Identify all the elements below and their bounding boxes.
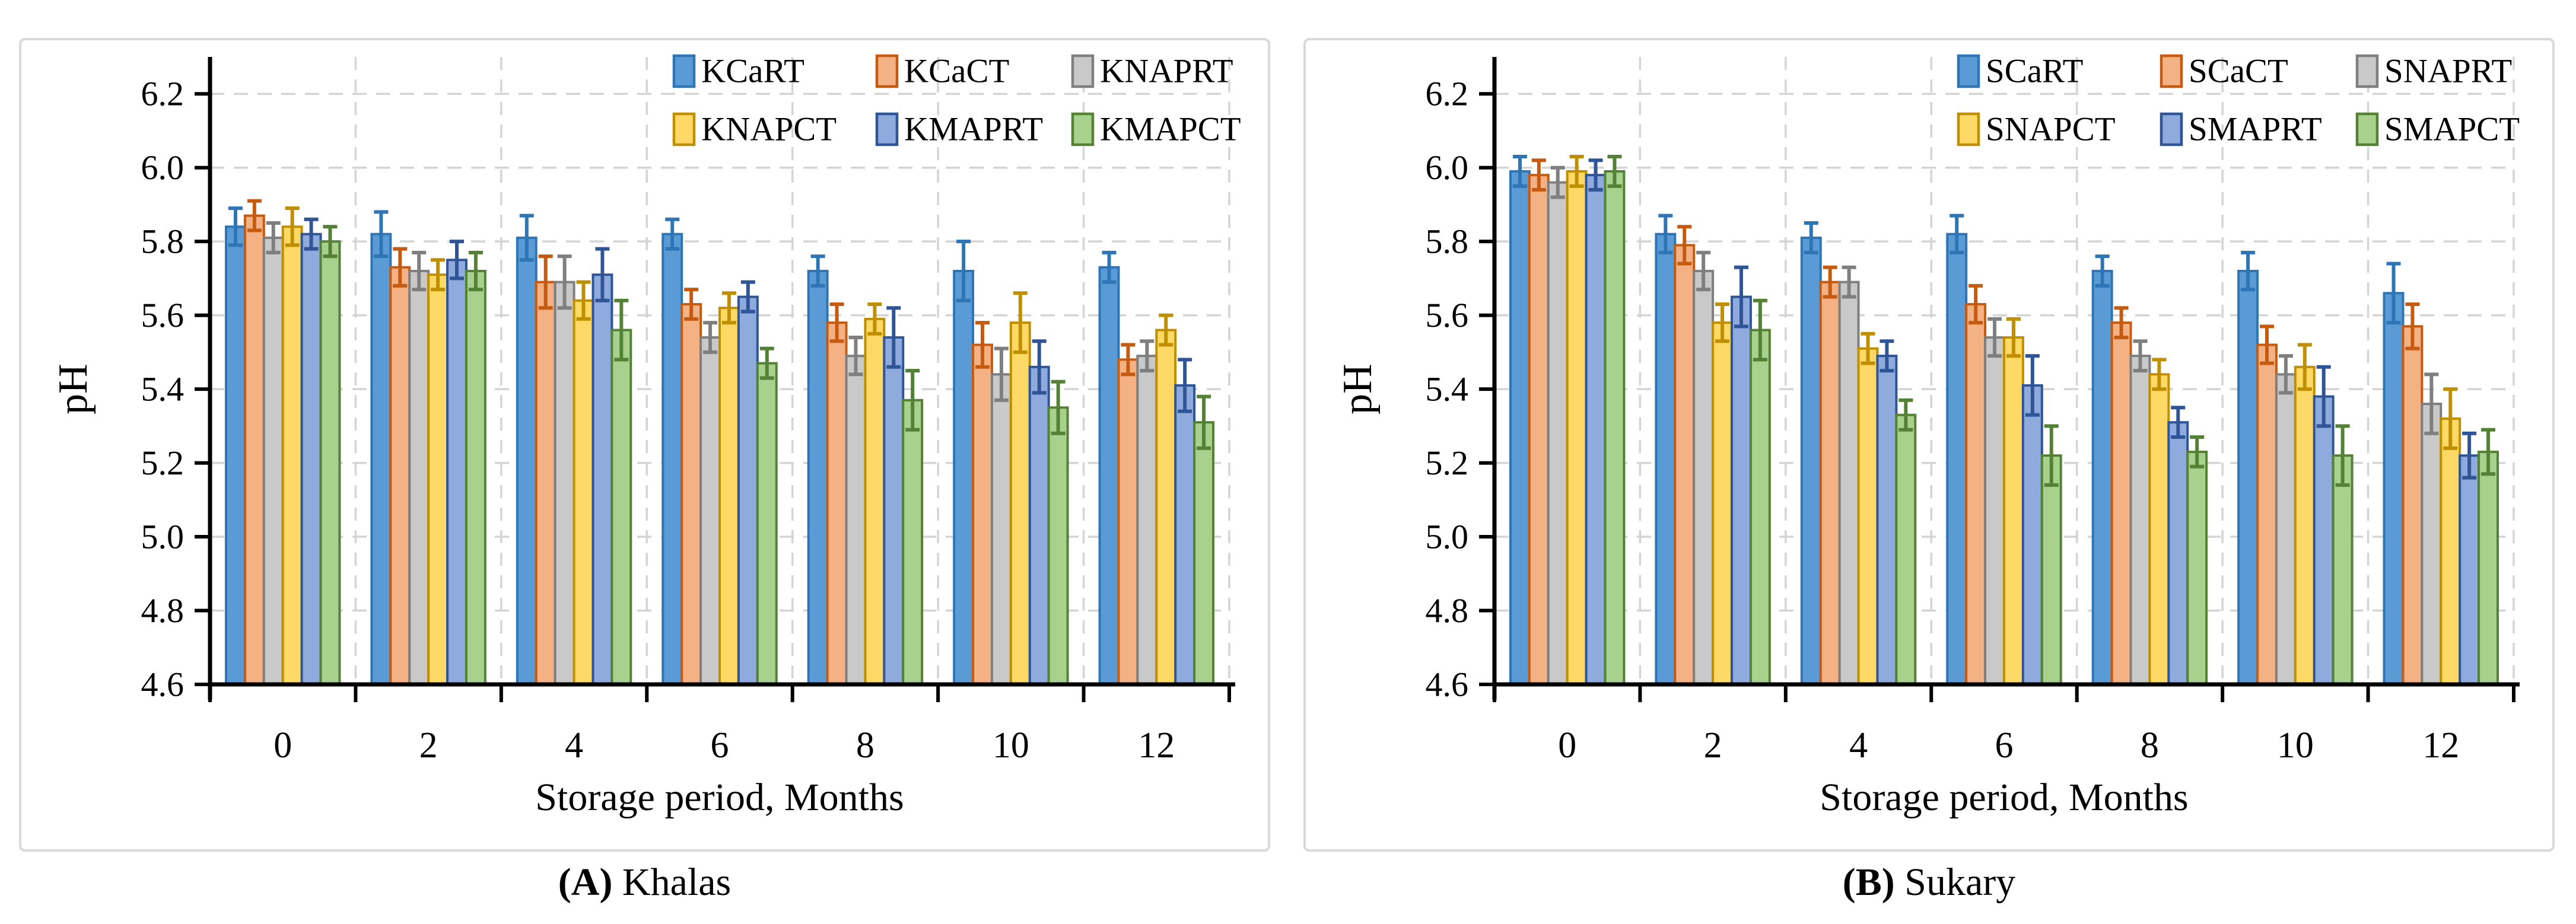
svg-text:12: 12: [1138, 725, 1175, 766]
svg-text:5.6: 5.6: [1426, 296, 1469, 334]
svg-text:6.2: 6.2: [1426, 75, 1469, 113]
svg-text:10: 10: [993, 725, 1029, 766]
svg-text:6.2: 6.2: [141, 75, 185, 113]
svg-text:KCaCT: KCaCT: [904, 53, 1009, 90]
svg-text:6: 6: [711, 725, 729, 766]
svg-text:5.4: 5.4: [141, 370, 185, 409]
svg-text:SMAPRT: SMAPRT: [2189, 111, 2322, 148]
svg-text:SNAPRT: SNAPRT: [2384, 53, 2512, 90]
svg-text:SNAPCT: SNAPCT: [1986, 111, 2116, 148]
svg-text:2: 2: [419, 725, 438, 766]
svg-text:5.8: 5.8: [141, 222, 185, 261]
panel-a: 4.6 4.8 5.0 5.2 5.4 5.6 5.8 6.0 6.2 0 2 4 6 8 10 12 Stor…: [19, 38, 1270, 904]
panel-b-chart-box: 4.6 4.8 5.0 5.2 5.4 5.6 5.8 6.0 6.2 0 2 4 6 8 10 12 Stor…: [1303, 38, 2555, 852]
svg-text:5.6: 5.6: [141, 296, 185, 334]
svg-text:5.0: 5.0: [141, 518, 185, 556]
svg-text:Storage period, Months: Storage period, Months: [535, 776, 904, 819]
svg-text:pH: pH: [50, 364, 96, 415]
svg-text:0: 0: [273, 725, 292, 766]
panel-b-caption-label: (B): [1842, 861, 1895, 904]
svg-text:8: 8: [2141, 725, 2159, 766]
figure-row: 4.6 4.8 5.0 5.2 5.4 5.6 5.8 6.0 6.2 0 2 4 6 8 10 12 Stor…: [19, 38, 2555, 904]
svg-text:4: 4: [1849, 725, 1868, 766]
panel-a-caption-label: (A): [558, 861, 613, 904]
svg-text:12: 12: [2422, 725, 2459, 766]
svg-text:KMAPCT: KMAPCT: [1100, 111, 1241, 148]
panel-a-chart-box: 4.6 4.8 5.0 5.2 5.4 5.6 5.8 6.0 6.2 0 2 4 6 8 10 12 Stor…: [19, 38, 1270, 852]
panel-b-caption: (B) Sukary: [1843, 861, 2015, 904]
svg-text:5.0: 5.0: [1426, 518, 1469, 556]
panel-a-caption-text: Khalas: [612, 861, 732, 904]
svg-text:6.0: 6.0: [141, 148, 185, 187]
panel-a-caption: (A) Khalas: [558, 861, 731, 904]
svg-text:SMAPCT: SMAPCT: [2384, 111, 2520, 148]
svg-text:5.4: 5.4: [1426, 370, 1469, 409]
svg-text:5.2: 5.2: [141, 444, 185, 482]
svg-text:4.8: 4.8: [141, 591, 185, 630]
panel-b: 4.6 4.8 5.0 5.2 5.4 5.6 5.8 6.0 6.2 0 2 4 6 8 10 12 Stor…: [1303, 38, 2555, 904]
svg-text:8: 8: [856, 725, 874, 766]
svg-text:KNAPCT: KNAPCT: [701, 111, 837, 148]
svg-text:KCaRT: KCaRT: [701, 53, 804, 90]
svg-text:SCaCT: SCaCT: [2189, 53, 2288, 90]
svg-text:5.2: 5.2: [1426, 444, 1469, 482]
svg-text:6: 6: [1995, 725, 2014, 766]
svg-text:10: 10: [2277, 725, 2314, 766]
svg-text:6.0: 6.0: [1426, 148, 1469, 187]
svg-text:KMAPRT: KMAPRT: [904, 111, 1043, 148]
bar-chart-sukary: 4.6 4.8 5.0 5.2 5.4 5.6 5.8 6.0 6.2 0 2 4 6 8 10 12 Stor…: [1335, 53, 2520, 820]
svg-text:4.6: 4.6: [141, 665, 185, 704]
svg-text:4.6: 4.6: [1426, 665, 1469, 704]
svg-text:pH: pH: [1335, 364, 1381, 415]
svg-text:2: 2: [1704, 725, 1722, 766]
svg-text:KNAPRT: KNAPRT: [1100, 53, 1233, 90]
svg-text:SCaRT: SCaRT: [1986, 53, 2083, 90]
svg-text:Storage period, Months: Storage period, Months: [1820, 776, 2188, 819]
svg-text:0: 0: [1558, 725, 1576, 766]
bar-chart-khalas: 4.6 4.8 5.0 5.2 5.4 5.6 5.8 6.0 6.2 0 2 4 6 8 10 12 Stor…: [50, 53, 1241, 820]
panel-b-caption-text: Sukary: [1894, 861, 2016, 904]
svg-text:4: 4: [565, 725, 583, 766]
svg-text:4.8: 4.8: [1426, 591, 1469, 630]
svg-text:5.8: 5.8: [1426, 222, 1469, 261]
